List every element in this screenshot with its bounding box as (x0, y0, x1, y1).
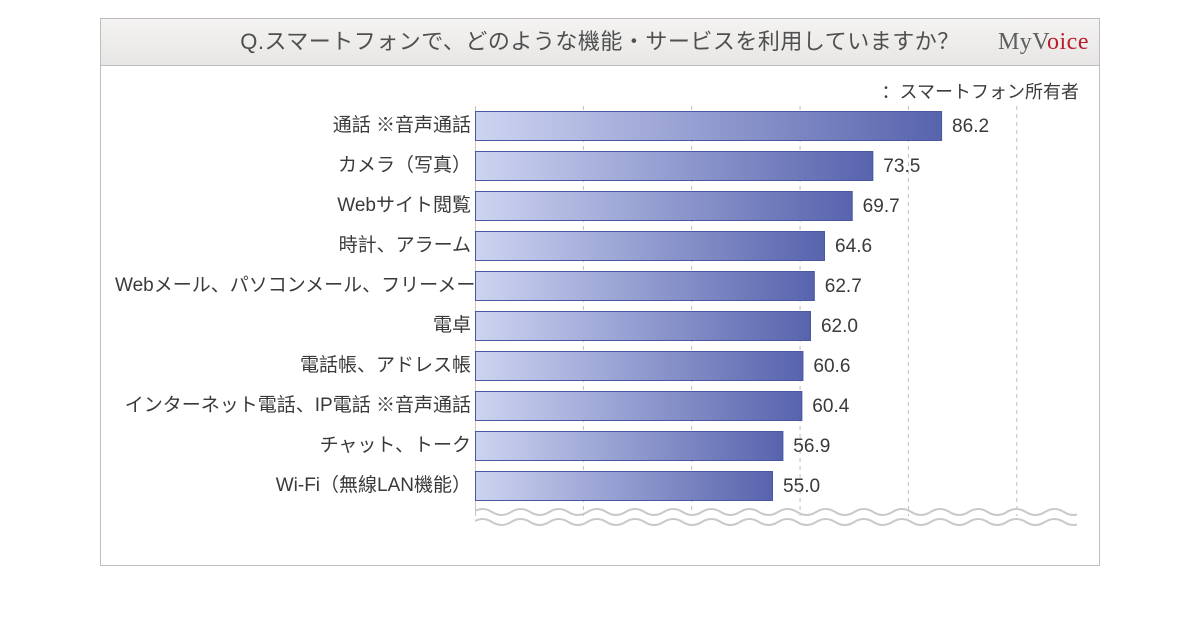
chart-plot: 通話 ※音声通話カメラ（写真）Webサイト閲覧時計、アラームWebメール、パソコ… (115, 106, 1085, 542)
category-label: Wi-Fi（無線LAN機能） (115, 466, 475, 506)
category-row: 時計、アラーム (115, 226, 475, 266)
category-row: Webメール、パソコンメール、フリーメールなど (115, 266, 475, 306)
category-row: チャット、トーク (115, 426, 475, 466)
chart-title: Q.スマートフォンで、どのような機能・サービスを利用していますか？ (240, 29, 960, 54)
category-row: Wi-Fi（無線LAN機能） (115, 466, 475, 506)
bar: 86.2 (475, 111, 989, 141)
brand-prefix: MyV (998, 29, 1047, 55)
value-label: 55.0 (783, 476, 820, 497)
category-label: Webメール、パソコンメール、フリーメールなど (115, 266, 475, 306)
chart-body: ：スマートフォン所有者 通話 ※音声通話カメラ（写真）Webサイト閲覧時計、アラ… (100, 66, 1100, 566)
survey-chart-card: Q.スマートフォンで、どのような機能・サービスを利用していますか？ MyVoic… (100, 18, 1100, 566)
category-label: Webサイト閲覧 (115, 186, 475, 226)
category-label: インターネット電話、IP電話 ※音声通話 (115, 386, 475, 426)
bar: 62.0 (475, 311, 858, 341)
category-label: 時計、アラーム (115, 226, 475, 266)
bar: 56.9 (475, 431, 830, 461)
category-row: 電話帳、アドレス帳 (115, 346, 475, 386)
value-label: 64.6 (835, 236, 872, 257)
bar: 55.0 (475, 471, 820, 501)
bar: 62.7 (475, 271, 862, 301)
category-row: カメラ（写真） (115, 146, 475, 186)
brand-suffix: oice (1047, 29, 1089, 55)
value-label: 86.2 (952, 116, 989, 137)
bar-svg: 86.2 73.5 69.7 64.6 62.7 62.0 60.6 60.4 56.9 55.0 (475, 106, 1077, 542)
category-row: 電卓 (115, 306, 475, 346)
value-label: 62.7 (825, 276, 862, 297)
category-label: カメラ（写真） (115, 146, 475, 186)
truncation-wave (475, 509, 1077, 525)
category-row: Webサイト閲覧 (115, 186, 475, 226)
chart-header: Q.スマートフォンで、どのような機能・サービスを利用していますか？ MyVoic… (100, 18, 1100, 66)
bar-area: 86.2 73.5 69.7 64.6 62.7 62.0 60.6 60.4 56.9 55.0 (475, 106, 1077, 542)
value-label: 62.0 (821, 316, 858, 337)
category-row: インターネット電話、IP電話 ※音声通話 (115, 386, 475, 426)
brand-logo: MyVoice (998, 19, 1089, 65)
category-label: 通話 ※音声通話 (115, 106, 475, 146)
chart-subtitle: ：スマートフォン所有者 (115, 76, 1085, 110)
value-label: 73.5 (883, 156, 920, 177)
category-label: 電話帳、アドレス帳 (115, 346, 475, 386)
value-label: 60.4 (812, 396, 849, 417)
bar: 60.6 (475, 351, 850, 381)
category-row: 通話 ※音声通話 (115, 106, 475, 146)
bar: 64.6 (475, 231, 872, 261)
category-label: 電卓 (115, 306, 475, 346)
category-label: チャット、トーク (115, 426, 475, 466)
bar: 69.7 (475, 191, 900, 221)
bars-group: 86.2 73.5 69.7 64.6 62.7 62.0 60.6 60.4 56.9 55.0 (475, 111, 989, 501)
category-labels-column: 通話 ※音声通話カメラ（写真）Webサイト閲覧時計、アラームWebメール、パソコ… (115, 106, 475, 542)
bar: 73.5 (475, 151, 920, 181)
value-label: 69.7 (863, 196, 900, 217)
value-label: 56.9 (793, 436, 830, 457)
bar: 60.4 (475, 391, 850, 421)
value-label: 60.6 (813, 356, 850, 377)
